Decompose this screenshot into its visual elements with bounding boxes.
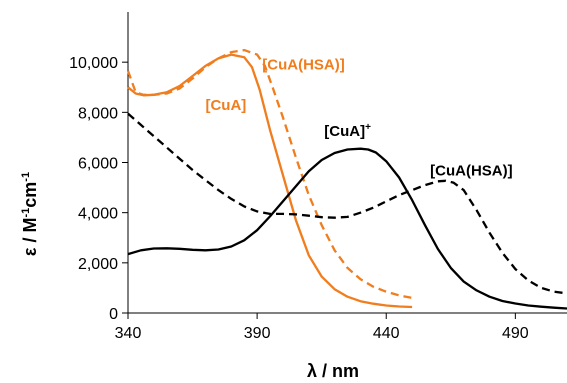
y-tick-label: 10,000 <box>69 55 118 72</box>
y-axis-title-mid: cm <box>20 182 40 208</box>
ticks: 0 2,000 4,000 6,000 8,000 10,000 340 390 440 490 <box>69 55 529 342</box>
y-axis-title-sup1: -1 <box>20 208 32 218</box>
y-tick-label: 6,000 <box>78 156 118 173</box>
y-tick-label: 4,000 <box>78 206 118 223</box>
x-tick-label: 440 <box>373 325 400 342</box>
x-tick-label: 490 <box>502 325 529 342</box>
series-line-4 <box>127 112 567 295</box>
y-tick-label: 2,000 <box>78 256 118 273</box>
y-axis-title-main: ε / M <box>20 218 40 257</box>
x-tick-label: 390 <box>244 325 271 342</box>
x-tick-label: 340 <box>115 325 142 342</box>
annotation-label-1: [CuA(HSA)] <box>262 57 344 74</box>
series-line-2 <box>126 48 413 300</box>
y-tick-label: 8,000 <box>78 105 118 122</box>
y-tick-label: 0 <box>109 306 118 323</box>
annotation-label-4: [CuA(HSA)] <box>430 163 512 180</box>
annotations: [CuA(HSA)] [CuA] [CuA]+ [CuA(HSA)] <box>205 57 512 180</box>
y-axis-title-sup2: -1 <box>20 172 32 182</box>
annotation-label-3: [CuA]+ <box>324 122 371 140</box>
x-axis-title: λ / nm <box>307 361 359 381</box>
series-line-3 <box>127 147 567 310</box>
y-axis-title: ε / M-1cm-1 <box>20 172 40 256</box>
annotation-label-2: [CuA] <box>205 97 246 114</box>
series-layer <box>126 48 567 310</box>
